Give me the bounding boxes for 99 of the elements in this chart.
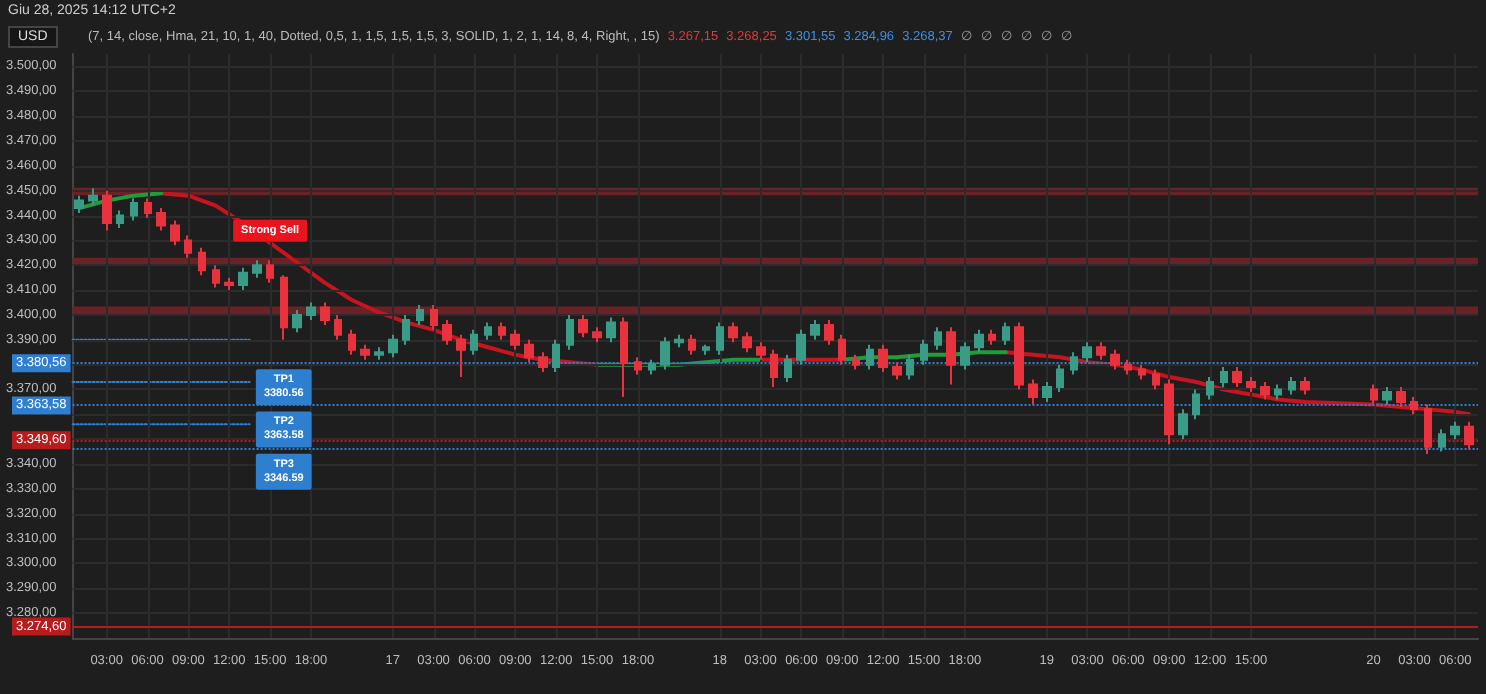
candlestick [198,246,206,277]
candlestick [442,318,452,346]
candlestick [1424,403,1432,456]
candlestick [1096,341,1106,361]
candlestick [156,207,166,232]
candlestick [1464,420,1474,451]
candlestick [1206,376,1214,401]
candlestick [592,326,602,344]
candlestick [974,328,984,354]
candlestick [1260,381,1270,401]
candlestick [388,333,398,359]
candlestick [1138,363,1146,381]
candlestick [170,219,180,247]
candlestick [1220,366,1228,388]
candlestick [212,264,220,289]
candlestick [116,209,124,229]
candlestick [1124,358,1132,376]
candlestick [184,234,192,259]
candlestick [1438,428,1446,453]
candlestick [1382,386,1392,406]
candlestick [280,274,288,341]
candlestick [1450,420,1460,441]
candlestick [892,361,902,381]
candlestick [1274,383,1282,401]
candlestick [674,333,684,349]
candlestick [1110,348,1120,371]
candlestick [648,358,656,376]
candlestick [74,194,84,215]
candlestick [1192,388,1200,421]
candlestick [566,313,574,351]
candlestick [660,336,670,371]
candlestick [102,189,112,232]
candlestick [360,343,370,361]
candlestick [946,326,956,386]
candlestick [688,333,696,356]
candlestick [620,316,628,398]
candlestick [1070,351,1078,376]
candlestick [224,276,234,292]
candlestick [320,301,330,326]
candlestick [292,308,302,334]
candlestick [878,343,888,374]
candlestick [606,316,616,344]
candlestick [852,353,860,371]
candlestick [1178,408,1188,441]
candlestick [728,321,738,344]
candlestick [702,343,710,356]
candlestick [524,338,534,364]
candlestick [1288,376,1296,396]
candlestick [838,333,846,366]
candlestick [456,333,466,379]
candlestick [1396,386,1406,408]
candlestick [960,341,970,371]
candlestick [498,321,506,341]
candlestick [416,304,424,326]
candlestick [810,318,820,341]
candlestick [1164,378,1174,446]
candlestick [1002,321,1010,346]
candlestick [742,331,752,354]
candlestick [1152,368,1160,391]
candlestick [1014,321,1024,391]
candlestick [1042,381,1052,403]
candlestick [1300,376,1310,396]
candlestick [716,321,724,356]
candlestick [988,328,996,346]
candlestick [130,197,138,222]
candlestick [906,353,914,381]
candlestick [402,313,410,346]
candlestick [920,338,928,366]
candlestick [866,343,874,371]
candlestick [1056,363,1064,393]
candlestick [430,304,438,331]
candlestick [784,353,792,384]
candlestick [484,321,492,341]
candlestick [756,341,766,361]
candlestick [348,328,356,356]
candlestick [510,328,520,351]
candlestick [1410,395,1418,416]
candlestick [252,259,262,279]
candlestick [334,313,342,341]
candlestick [1082,341,1092,364]
candlestick [552,338,560,374]
candlestick [796,328,806,366]
candlestick [374,346,384,361]
candlestick [1370,383,1378,406]
candlestick [770,348,778,388]
candlestick [824,318,834,346]
candlestick [1028,378,1038,406]
candlestick [88,187,98,207]
candlestick [238,266,248,292]
candlestick [1246,376,1256,393]
candlestick [266,259,274,284]
candlestick [306,301,316,321]
candlestick [578,313,588,339]
candlestick [1232,366,1242,388]
candlestick [470,328,478,356]
candlestick [634,356,642,376]
candlestick [144,197,152,220]
candlestick [538,351,548,374]
candlestick [934,326,942,351]
